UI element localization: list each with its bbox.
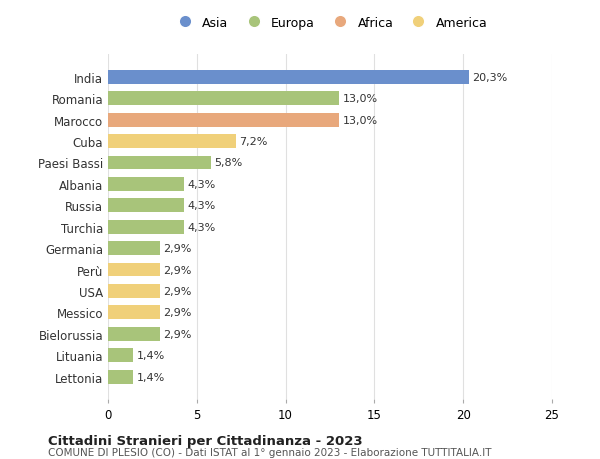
Text: 5,8%: 5,8% xyxy=(215,158,243,168)
Text: 2,9%: 2,9% xyxy=(163,265,191,275)
Bar xyxy=(108,370,133,384)
Text: 4,3%: 4,3% xyxy=(188,179,216,190)
Text: 1,4%: 1,4% xyxy=(136,350,164,360)
Bar xyxy=(108,113,339,127)
Bar xyxy=(108,220,184,234)
Bar xyxy=(108,135,236,149)
Bar xyxy=(108,156,211,170)
Bar xyxy=(108,348,133,362)
Text: 20,3%: 20,3% xyxy=(472,73,508,83)
Bar xyxy=(108,327,160,341)
Bar xyxy=(108,306,160,319)
Text: Cittadini Stranieri per Cittadinanza - 2023: Cittadini Stranieri per Cittadinanza - 2… xyxy=(48,434,362,447)
Text: 4,3%: 4,3% xyxy=(188,201,216,211)
Text: 2,9%: 2,9% xyxy=(163,329,191,339)
Bar xyxy=(108,71,469,84)
Text: 1,4%: 1,4% xyxy=(136,372,164,382)
Text: 2,9%: 2,9% xyxy=(163,286,191,296)
Text: 7,2%: 7,2% xyxy=(239,137,268,147)
Text: 13,0%: 13,0% xyxy=(343,94,377,104)
Text: 2,9%: 2,9% xyxy=(163,244,191,253)
Text: 2,9%: 2,9% xyxy=(163,308,191,318)
Bar xyxy=(108,92,339,106)
Bar xyxy=(108,263,160,277)
Bar xyxy=(108,178,184,191)
Bar xyxy=(108,241,160,256)
Bar xyxy=(108,199,184,213)
Text: COMUNE DI PLESIO (CO) - Dati ISTAT al 1° gennaio 2023 - Elaborazione TUTTITALIA.: COMUNE DI PLESIO (CO) - Dati ISTAT al 1°… xyxy=(48,448,491,458)
Text: 4,3%: 4,3% xyxy=(188,222,216,232)
Bar xyxy=(108,284,160,298)
Legend: Asia, Europa, Africa, America: Asia, Europa, Africa, America xyxy=(172,17,488,29)
Text: 13,0%: 13,0% xyxy=(343,115,377,125)
